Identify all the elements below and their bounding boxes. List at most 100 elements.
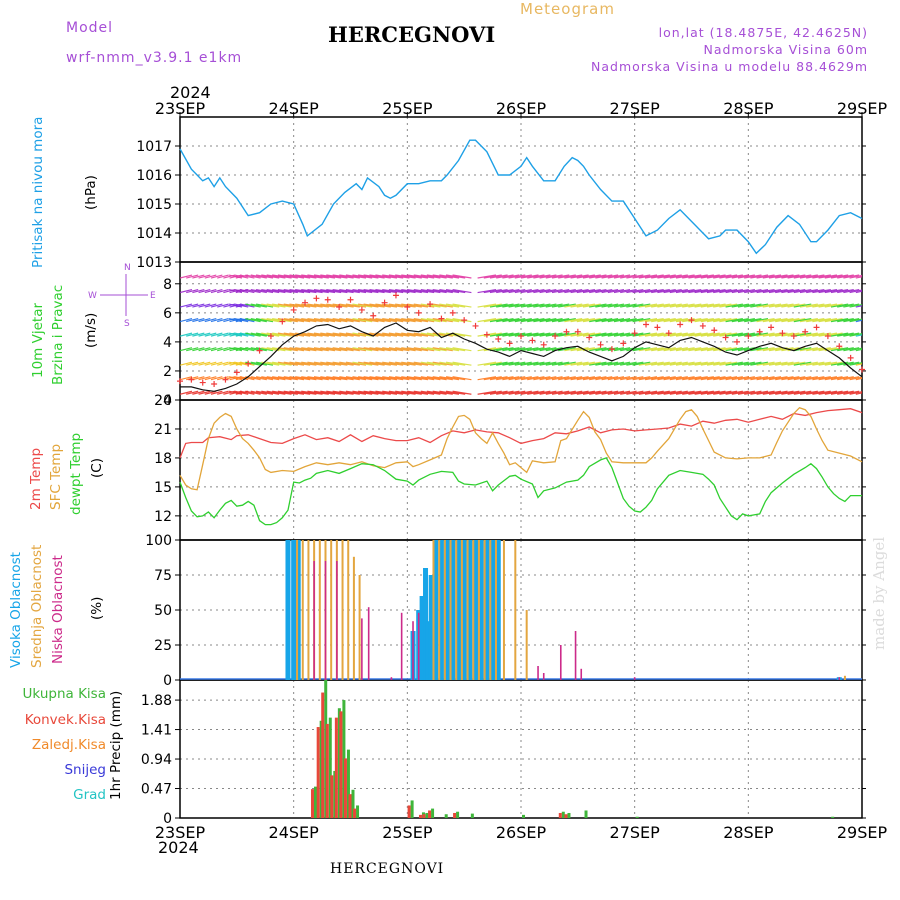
wind-arrow <box>669 318 688 323</box>
wind-arrow <box>632 332 651 337</box>
wind-arrow <box>750 318 769 323</box>
wind-arrow <box>682 361 702 366</box>
wind-arrow <box>713 288 732 294</box>
wind-arrow <box>657 288 676 294</box>
wind-arrow <box>320 318 342 323</box>
wind-arrow <box>502 288 520 294</box>
wind-arrow <box>756 376 775 381</box>
conv-rain-bar <box>343 758 347 818</box>
wind-gust-marker <box>802 328 809 335</box>
mid-cloud-bar <box>483 540 486 680</box>
wind-arrow <box>570 361 589 366</box>
wind-arrow <box>180 347 193 352</box>
wind-arrow <box>283 361 305 366</box>
wind-arrow <box>198 332 211 337</box>
wind-arrow <box>277 347 298 352</box>
wind-arrow <box>787 332 806 337</box>
wind-arrow <box>250 347 267 352</box>
conv-rain-bar <box>339 711 343 818</box>
wind-arrow <box>570 274 589 279</box>
wind-arrow <box>388 347 410 352</box>
total-rain-bar <box>561 811 565 818</box>
wind-arrow <box>277 376 298 381</box>
wind-arrow <box>564 361 583 366</box>
wind-arrow <box>620 303 637 308</box>
wind-arrow <box>483 288 502 294</box>
wind-arrow <box>483 347 502 352</box>
high-cloud-bar <box>438 540 444 680</box>
wind-arrow <box>768 376 788 381</box>
wind-arrow <box>731 376 749 381</box>
wind-arrow <box>812 347 831 352</box>
mid-cloud-bar <box>472 540 475 680</box>
y-tick-label: 75 <box>154 568 172 584</box>
wind-arrow <box>439 390 460 395</box>
wind-arrow <box>192 303 205 308</box>
wind-arrow <box>289 332 311 337</box>
wind-arrow <box>426 288 447 294</box>
wind-arrow <box>413 274 435 279</box>
wind-arrow <box>837 318 854 323</box>
wind-arrow <box>245 274 261 279</box>
wind-arrow <box>756 288 775 294</box>
wind-arrow <box>508 390 526 395</box>
total-rain-bar <box>431 808 435 818</box>
wind-arrow <box>432 390 453 395</box>
wind-arrow <box>217 288 229 294</box>
wind-arrow <box>657 332 676 337</box>
wind-arrow <box>283 288 305 294</box>
wind-arrow <box>651 347 670 352</box>
lonlat-label: lon,lat (18.4875E, 42.4625N) <box>658 25 868 40</box>
wind-arrow <box>420 361 441 366</box>
wind-arrow <box>192 376 205 381</box>
wind-arrow <box>849 318 862 323</box>
wind-gust-marker <box>381 299 388 306</box>
wind-arrow <box>204 347 217 352</box>
wind-arrow <box>775 361 794 366</box>
wind-gust-marker <box>290 306 297 313</box>
wind-arrow <box>768 288 788 294</box>
wind-arrow <box>824 361 843 366</box>
wind-arrow <box>719 274 738 279</box>
wind-arrow <box>439 376 460 381</box>
wind-arrow <box>407 274 429 279</box>
wind-arrow <box>445 303 466 308</box>
wind-arrow <box>564 274 583 279</box>
wind-arrow <box>744 390 762 395</box>
wind-arrow <box>762 361 782 366</box>
wind-arrow <box>582 274 601 279</box>
wind-arrow <box>514 376 532 381</box>
wind-arrow <box>320 361 342 366</box>
wind-arrow <box>582 332 601 337</box>
wind-arrow <box>228 274 243 279</box>
wind-arrow <box>855 363 862 366</box>
wind-arrow <box>601 303 619 308</box>
y-tick-label: 2 <box>163 364 172 380</box>
wind-arrow <box>295 288 317 294</box>
wind-arrow <box>725 274 743 279</box>
wind-arrow <box>657 390 676 395</box>
wind-arrow <box>489 390 508 395</box>
wind-arrow <box>228 390 243 395</box>
wind-arrow <box>289 376 311 381</box>
wind-arrow <box>520 361 539 366</box>
wind-arrow <box>180 318 193 323</box>
wind-arrow <box>289 288 311 294</box>
wind-arrow <box>651 376 670 381</box>
wind-arrow <box>313 288 336 294</box>
wind-arrow <box>255 347 274 352</box>
wind-arrow <box>861 291 862 293</box>
wind-arrow <box>217 376 229 381</box>
wind-arrow <box>799 347 818 352</box>
wind-arrow <box>781 318 800 323</box>
total-rain-bar <box>356 805 360 818</box>
wind-arrow <box>744 303 762 308</box>
wind-arrow <box>638 274 658 279</box>
wind-arrow <box>358 303 379 308</box>
wind-arrow <box>861 379 862 380</box>
high-cloud-bar <box>285 540 291 680</box>
wind-arrow <box>837 390 854 395</box>
wind-arrow <box>217 347 229 352</box>
wind-arrow <box>539 376 557 381</box>
wind-arrow <box>489 361 508 366</box>
